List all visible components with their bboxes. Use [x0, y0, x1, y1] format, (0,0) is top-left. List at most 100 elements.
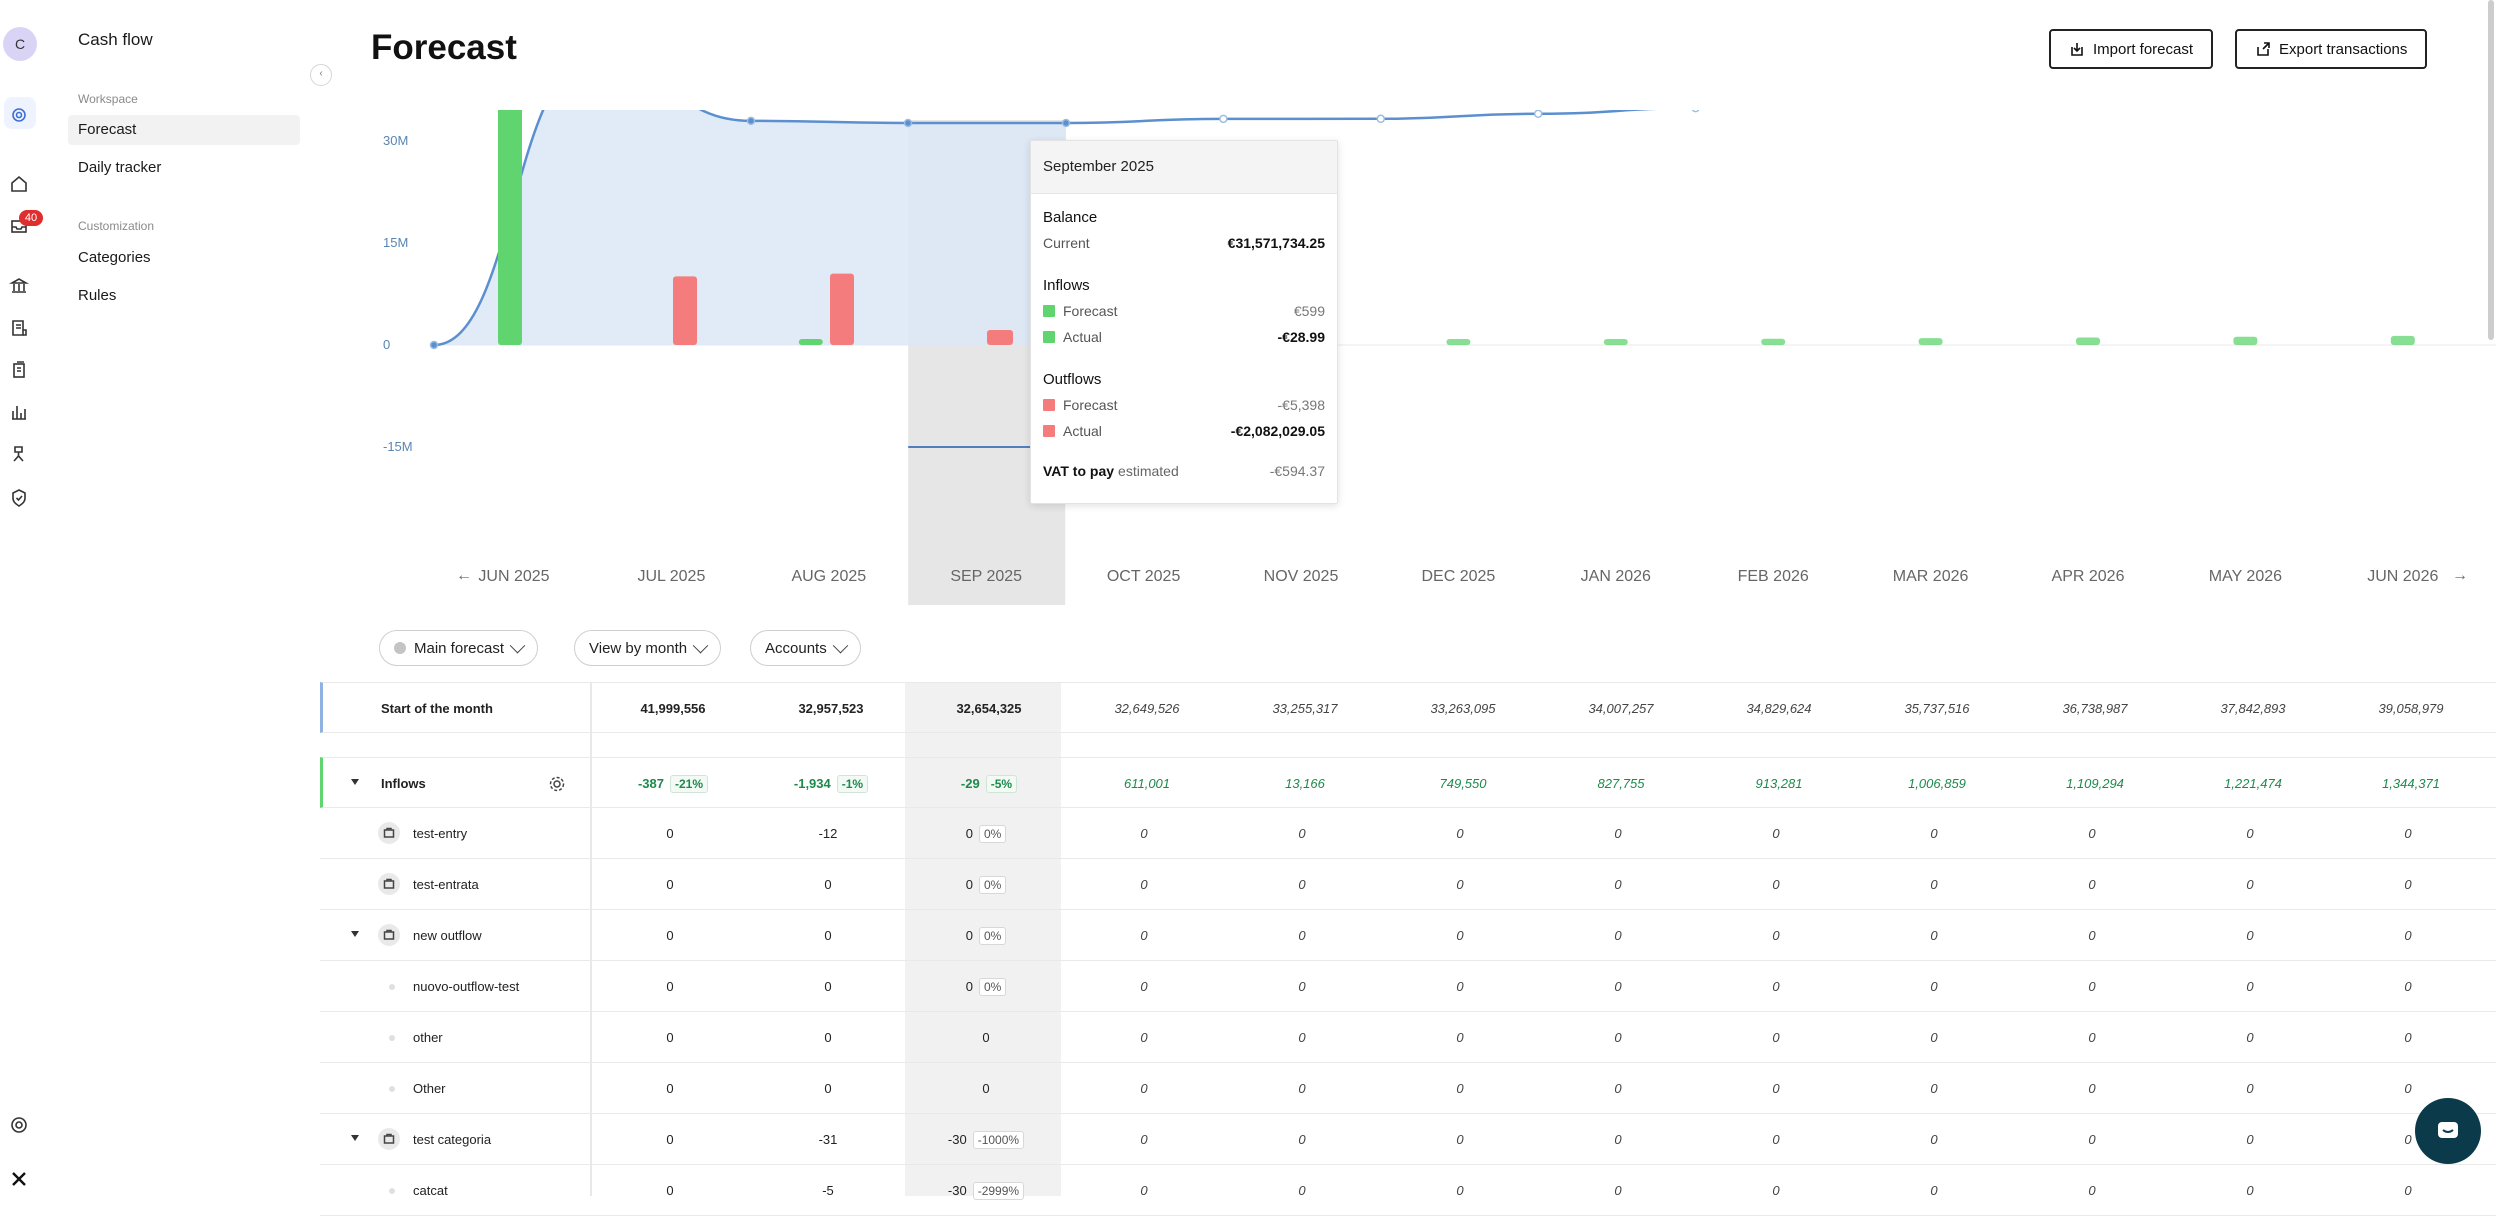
row-cell[interactable]: 0 [1548, 808, 1688, 859]
row-cell[interactable]: 0 0% [916, 910, 1056, 961]
gear-icon[interactable] [548, 775, 566, 793]
inflow-cell[interactable]: 749,550 [1393, 758, 1533, 809]
row-cell[interactable]: 0 [2022, 910, 2162, 961]
row-cell[interactable]: 0 [758, 1063, 898, 1114]
row-cell[interactable]: 0 [1390, 961, 1530, 1012]
row-cell[interactable]: 0 [2022, 961, 2162, 1012]
start-of-month-cell[interactable]: 37,842,893 [2183, 683, 2323, 734]
row-cell[interactable]: 0 [2022, 859, 2162, 910]
row-cell[interactable]: 0 [1864, 1165, 2004, 1216]
row-cell[interactable]: 0 [2180, 1063, 2320, 1114]
table-row[interactable]: Other 0 0 0 0 0 0 0 0 0 0 0 0 [320, 1063, 2496, 1114]
row-cell[interactable]: 0 [916, 1012, 1056, 1063]
row-cell[interactable]: 0 [1548, 1063, 1688, 1114]
documents-icon[interactable] [8, 359, 30, 381]
row-cell[interactable]: 0 [758, 961, 898, 1012]
home-icon[interactable] [8, 173, 30, 195]
inflows-row[interactable]: Inflows -387 -21% -1,934 -1% -29 -5% 611,001 13… [320, 757, 2496, 808]
table-row[interactable]: catcat 0 -5 -30 -2999% 0 0 0 0 0 0 0 0 0 [320, 1165, 2496, 1216]
row-cell[interactable]: 0 [1390, 1063, 1530, 1114]
row-cell[interactable]: 0 [2022, 1012, 2162, 1063]
row-cell[interactable]: 0 [2338, 910, 2478, 961]
table-row[interactable]: test categoria 0 -31 -30 -1000% 0 0 0 0 0 0 0 0 0 [320, 1114, 2496, 1165]
table-row[interactable]: test-entrata 0 0 0 0% 0 0 0 0 0 0 0 0 0 [320, 859, 2496, 910]
row-cell[interactable]: 0 [2180, 808, 2320, 859]
start-of-month-cell[interactable]: 39,058,979 [2341, 683, 2481, 734]
start-of-month-cell[interactable]: 41,999,556 [603, 683, 743, 734]
row-cell[interactable]: 0 [2338, 1063, 2478, 1114]
row-cell[interactable]: -5 [758, 1165, 898, 1216]
arrow-right-icon[interactable]: → [2452, 567, 2468, 584]
inflow-cell[interactable]: 1,006,859 [1867, 758, 2007, 809]
start-of-month-cell[interactable]: 33,255,317 [1235, 683, 1375, 734]
table-row[interactable]: other 0 0 0 0 0 0 0 0 0 0 0 0 [320, 1012, 2496, 1063]
row-cell[interactable]: 0 [1232, 808, 1372, 859]
sidebar-item-forecast[interactable]: Forecast [68, 115, 300, 145]
row-cell[interactable]: 0 [1706, 1114, 1846, 1165]
row-cell[interactable]: 0 [1864, 961, 2004, 1012]
settings-icon[interactable] [8, 1114, 30, 1136]
bank-icon[interactable] [8, 275, 30, 297]
row-cell[interactable]: 0 [1864, 808, 2004, 859]
row-cell[interactable]: 0 [1864, 1012, 2004, 1063]
row-cell[interactable]: 0 [1864, 1114, 2004, 1165]
inflow-cell[interactable]: 913,281 [1709, 758, 1849, 809]
tools-icon[interactable] [8, 443, 30, 465]
row-cell[interactable]: 0 [600, 961, 740, 1012]
row-cell[interactable]: 0 [1548, 910, 1688, 961]
row-cell[interactable]: 0 [1390, 859, 1530, 910]
caret-down-icon[interactable] [351, 931, 359, 937]
sidebar-item-daily-tracker[interactable]: Daily tracker [78, 159, 162, 176]
row-cell[interactable]: 0 [2022, 808, 2162, 859]
avatar[interactable]: C [3, 27, 37, 61]
row-cell[interactable]: 0 [2338, 1012, 2478, 1063]
caret-down-icon[interactable] [351, 1135, 359, 1141]
row-cell[interactable]: 0 [1390, 910, 1530, 961]
start-of-month-cell[interactable]: 32,649,526 [1077, 683, 1217, 734]
row-cell[interactable]: 0 [1074, 808, 1214, 859]
logo-icon[interactable] [8, 104, 30, 126]
row-cell[interactable]: 0 [2338, 1165, 2478, 1216]
table-row[interactable]: nuovo-outflow-test 0 0 0 0% 0 0 0 0 0 0 0 0 0 [320, 961, 2496, 1012]
row-cell[interactable]: 0 [1390, 1114, 1530, 1165]
inflow-cell[interactable]: 1,344,371 [2341, 758, 2481, 809]
inflow-cell[interactable]: 1,221,474 [2183, 758, 2323, 809]
row-cell[interactable]: 0 [1074, 910, 1214, 961]
inflow-cell[interactable]: -1,934 -1% [761, 758, 901, 809]
caret-down-icon[interactable] [351, 779, 359, 785]
row-cell[interactable]: 0 [758, 1012, 898, 1063]
row-cell[interactable]: 0 [916, 1063, 1056, 1114]
start-of-month-cell[interactable]: 34,829,624 [1709, 683, 1849, 734]
inflow-cell[interactable]: -29 -5% [919, 758, 1059, 809]
row-cell[interactable]: 0 [1232, 1063, 1372, 1114]
export-transactions-button[interactable]: Export transactions [2235, 29, 2428, 69]
row-cell[interactable]: 0 0% [916, 808, 1056, 859]
row-cell[interactable]: 0 [1706, 961, 1846, 1012]
row-cell[interactable]: 0 0% [916, 859, 1056, 910]
row-cell[interactable]: 0 [1548, 961, 1688, 1012]
row-cell[interactable]: 0 [2022, 1165, 2162, 1216]
row-cell[interactable]: -12 [758, 808, 898, 859]
start-of-month-cell[interactable]: 32,957,523 [761, 683, 901, 734]
table-row[interactable]: new outflow 0 0 0 0% 0 0 0 0 0 0 0 0 0 [320, 910, 2496, 961]
row-cell[interactable]: 0 [1706, 1012, 1846, 1063]
row-cell[interactable]: -31 [758, 1114, 898, 1165]
scrollbar[interactable] [2488, 0, 2494, 340]
row-cell[interactable]: 0 [758, 859, 898, 910]
row-cell[interactable]: 0 [1074, 1114, 1214, 1165]
forecast-select[interactable]: Main forecast [379, 630, 539, 666]
row-cell[interactable]: -30 -1000% [916, 1114, 1056, 1165]
row-cell[interactable]: 0 [2338, 1114, 2478, 1165]
row-cell[interactable]: 0 [2180, 1165, 2320, 1216]
row-cell[interactable]: 0 [2180, 961, 2320, 1012]
row-cell[interactable]: 0 [1864, 1063, 2004, 1114]
inflow-cell[interactable]: 611,001 [1077, 758, 1217, 809]
row-cell[interactable]: 0 [600, 1012, 740, 1063]
inflow-cell[interactable]: 827,755 [1551, 758, 1691, 809]
row-cell[interactable]: 0 [600, 1063, 740, 1114]
row-cell[interactable]: 0 [1232, 1114, 1372, 1165]
view-select[interactable]: View by month [574, 630, 722, 666]
start-of-month-cell[interactable]: 35,737,516 [1867, 683, 2007, 734]
inflow-cell[interactable]: -387 -21% [603, 758, 743, 809]
row-cell[interactable]: 0 [2338, 808, 2478, 859]
